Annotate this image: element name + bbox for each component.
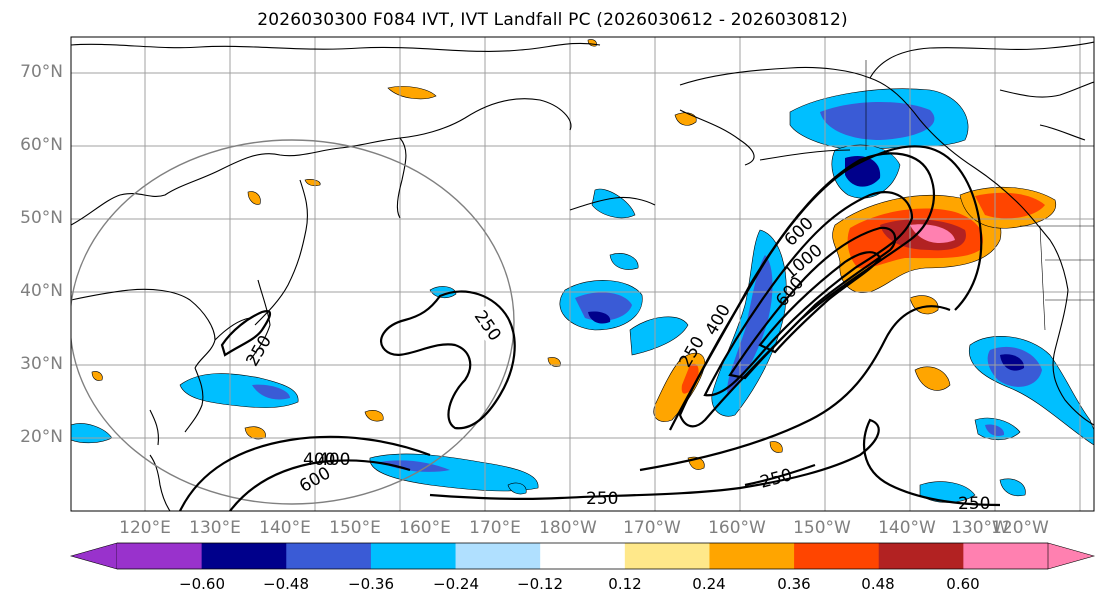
- lat-label-60n: 60°N: [20, 135, 63, 155]
- colorbar-bin: [794, 543, 880, 569]
- colorbar-tick-label: 0.36: [777, 575, 811, 593]
- lon-label: 150°W: [793, 518, 851, 538]
- lon-label: 160°W: [708, 518, 766, 538]
- contour-label: 400: [318, 450, 351, 470]
- colorbar-extend-high: [1047, 542, 1096, 570]
- colorbar: [69, 542, 1096, 570]
- lat-label-20n: 20°N: [20, 427, 63, 447]
- lon-label: 140°W: [878, 518, 936, 538]
- colorbar-bin: [117, 543, 203, 569]
- contour-label: 250: [586, 489, 619, 509]
- colorbar-bin: [370, 543, 457, 569]
- map-title: 2026030300 F084 IVT, IVT Landfall PC (20…: [257, 10, 848, 30]
- colorbar-tick-label: 0.12: [608, 575, 642, 593]
- lon-label: 120°E: [119, 518, 171, 538]
- lat-label-50n: 50°N: [20, 208, 63, 228]
- negative-pc-shading: [71, 88, 1094, 503]
- lon-label: 160°E: [399, 518, 451, 538]
- lat-label-30n: 30°N: [20, 354, 63, 374]
- map-frame: [70, 36, 1095, 512]
- borders: [865, 60, 1094, 331]
- colorbar-tick-label: −0.24: [433, 575, 479, 593]
- map-area: [71, 37, 1094, 511]
- positive-pc-shading: [91, 39, 1057, 470]
- ivt-contours: [179, 145, 1001, 511]
- lon-label: 180°W: [539, 518, 597, 538]
- great-circle: [71, 139, 515, 505]
- colorbar-tick-label: 0.60: [946, 575, 980, 593]
- colorbar-tick-label: 0.48: [861, 575, 895, 593]
- colorbar-bin: [963, 543, 1049, 569]
- lon-label: 130°E: [189, 518, 241, 538]
- colorbar-tick-label: −0.60: [179, 575, 225, 593]
- colorbar-bin: [709, 543, 795, 569]
- lat-label-40n: 40°N: [20, 281, 63, 301]
- colorbar-bin: [878, 543, 964, 569]
- colorbar-bin: [455, 543, 541, 569]
- coastlines: [71, 41, 1094, 511]
- colorbar-tick-label: −0.48: [263, 575, 309, 593]
- lon-label: 120°W: [991, 518, 1049, 538]
- colorbar-tick-label: 0.24: [692, 575, 726, 593]
- contour-label: 250: [958, 494, 991, 514]
- contour-label: 400: [303, 450, 336, 470]
- colorbar-bin: [201, 543, 287, 569]
- colorbar-bin: [286, 543, 372, 569]
- lat-label-70n: 70°N: [20, 62, 63, 82]
- colorbar-bin: [540, 543, 626, 569]
- lon-label: 170°W: [623, 518, 681, 538]
- colorbar-bin: [624, 543, 710, 569]
- colorbar-tick-label: −0.36: [348, 575, 394, 593]
- colorbar-outline: [117, 542, 1048, 570]
- lon-label: 140°E: [259, 518, 311, 538]
- colorbar-extend-low: [69, 542, 118, 570]
- lon-label: 130°W: [951, 518, 1009, 538]
- colorbar-tick-label: −0.12: [517, 575, 563, 593]
- lon-label: 170°E: [469, 518, 521, 538]
- lon-label: 150°E: [329, 518, 381, 538]
